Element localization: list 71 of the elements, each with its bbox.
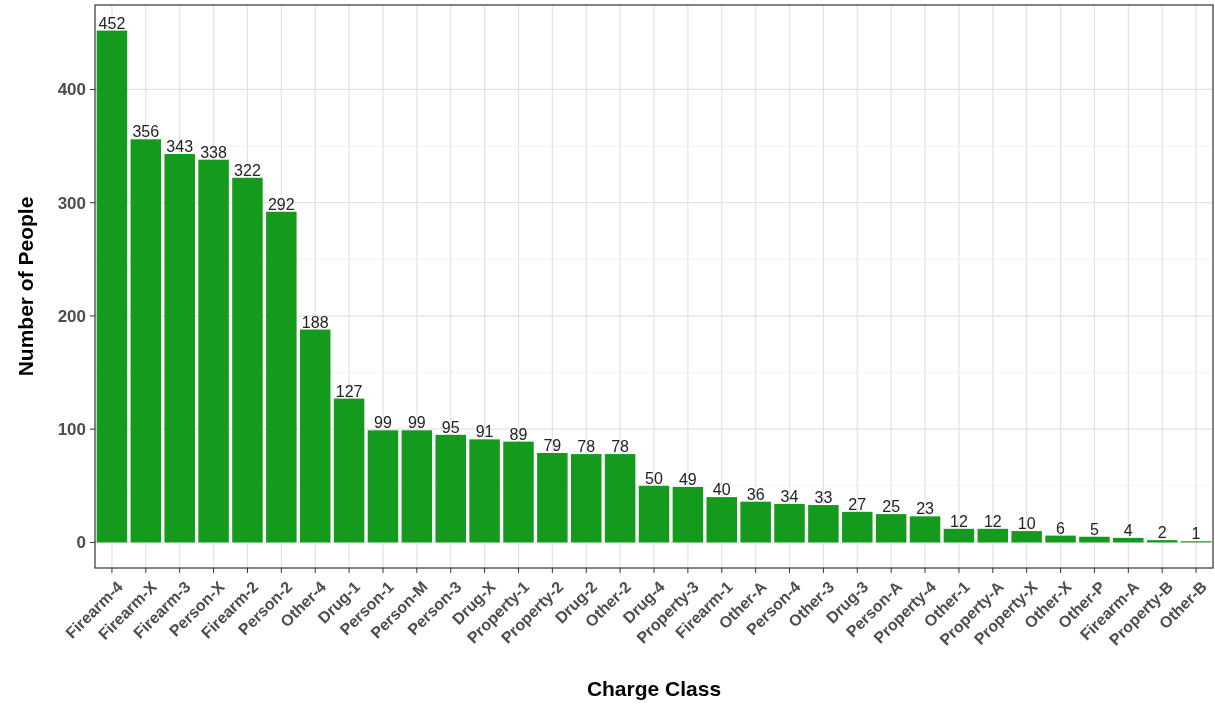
data-label: 49	[678, 470, 697, 488]
bar	[1011, 531, 1042, 543]
bar	[130, 139, 162, 543]
data-label: 36	[746, 485, 765, 503]
data-label: 89	[509, 425, 528, 443]
bar	[537, 452, 568, 543]
y-tick-label: 300	[57, 193, 86, 213]
data-label: 27	[848, 495, 867, 513]
data-label: 99	[374, 414, 392, 432]
data-label: 4	[1123, 521, 1133, 539]
data-label: 343	[166, 138, 194, 156]
data-label: 79	[543, 436, 562, 454]
data-label: 25	[882, 498, 901, 516]
data-label: 452	[98, 14, 126, 32]
bar	[435, 434, 466, 543]
y-tick-label: 100	[57, 420, 86, 440]
data-label: 12	[950, 512, 968, 530]
data-label: 50	[645, 469, 663, 487]
data-label: 356	[132, 123, 160, 141]
bar	[977, 528, 1009, 543]
data-label: 127	[335, 382, 363, 400]
bar	[943, 528, 975, 543]
data-label: 23	[916, 500, 935, 518]
data-label: 6	[1056, 519, 1066, 537]
bar	[469, 439, 500, 543]
data-label: 188	[301, 313, 329, 331]
y-tick-label: 200	[57, 306, 86, 326]
data-label: 78	[577, 438, 596, 456]
bar	[808, 505, 839, 543]
data-label: 322	[234, 161, 261, 179]
bar	[1113, 537, 1144, 543]
y-axis-title: Number of People	[14, 196, 37, 377]
bar	[571, 454, 602, 543]
bar	[367, 430, 399, 543]
data-label: 338	[200, 143, 228, 161]
bar	[503, 441, 534, 543]
x-axis-title: Charge Class	[586, 677, 722, 700]
bar	[164, 154, 195, 543]
data-label: 40	[712, 481, 731, 499]
bar	[672, 486, 704, 543]
bar	[774, 503, 805, 543]
data-label: 292	[267, 195, 295, 213]
bar	[333, 398, 365, 543]
bar	[401, 430, 433, 543]
data-label: 78	[611, 438, 630, 456]
y-tick-label: 0	[76, 533, 86, 553]
data-label: 95	[441, 418, 460, 436]
bar	[740, 501, 771, 543]
bar	[909, 516, 941, 543]
bar	[1045, 535, 1076, 543]
bar	[875, 514, 907, 543]
data-label: 34	[780, 487, 799, 505]
bar	[299, 329, 331, 543]
bar	[842, 511, 873, 543]
bar	[198, 159, 229, 543]
bar	[638, 485, 670, 543]
bar	[604, 454, 636, 543]
data-label: 10	[1017, 515, 1036, 533]
data-label: 91	[475, 423, 494, 441]
bar	[232, 177, 263, 543]
data-label: 5	[1089, 520, 1099, 538]
y-tick-label: 400	[57, 80, 86, 100]
data-label: 33	[814, 489, 833, 507]
data-label: 1	[1191, 525, 1201, 543]
data-label: 12	[983, 512, 1002, 530]
bar	[266, 211, 297, 543]
bar	[706, 497, 737, 543]
data-label: 2	[1157, 524, 1167, 542]
data-label: 99	[407, 414, 426, 432]
bar	[1079, 536, 1110, 543]
bar	[96, 30, 128, 543]
